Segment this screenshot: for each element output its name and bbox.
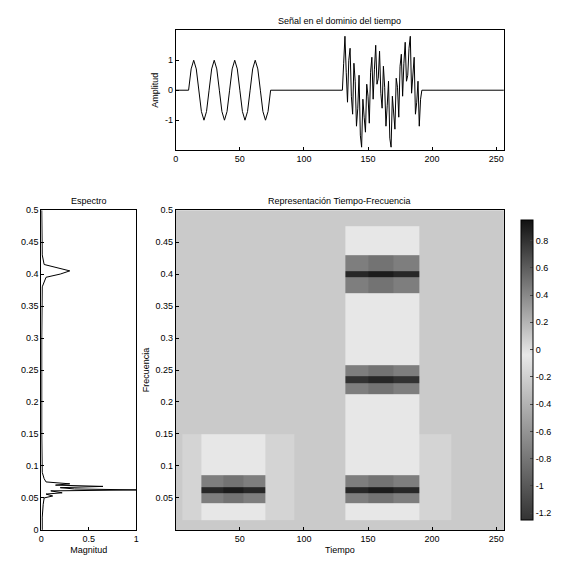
- svg-text:Representación Tiempo-Frecuenc: Representación Tiempo-Frecuencia: [268, 196, 411, 206]
- svg-text:1: 1: [168, 55, 173, 65]
- svg-text:1: 1: [134, 534, 139, 544]
- svg-text:0.4: 0.4: [26, 269, 39, 279]
- svg-text:0: 0: [39, 534, 44, 544]
- svg-text:Amplitud: Amplitud: [150, 73, 160, 108]
- svg-text:Frecuencia: Frecuencia: [141, 348, 151, 393]
- svg-text:-1: -1: [165, 115, 173, 125]
- svg-text:0.05: 0.05: [155, 493, 173, 503]
- svg-text:250: 250: [489, 154, 504, 164]
- svg-text:200: 200: [425, 154, 440, 164]
- svg-text:0.45: 0.45: [21, 237, 39, 247]
- svg-text:0.25: 0.25: [21, 365, 39, 375]
- svg-text:0.4: 0.4: [160, 269, 173, 279]
- svg-text:-0.6: -0.6: [536, 427, 552, 437]
- svg-text:-1.2: -1.2: [536, 508, 552, 518]
- svg-text:0.35: 0.35: [155, 301, 173, 311]
- svg-text:Señal en el dominio del tiempo: Señal en el dominio del tiempo: [278, 16, 401, 26]
- svg-text:0.2: 0.2: [536, 317, 549, 327]
- svg-text:-0.2: -0.2: [536, 372, 552, 382]
- svg-text:0.15: 0.15: [21, 429, 39, 439]
- svg-text:100: 100: [296, 534, 311, 544]
- svg-text:0.6: 0.6: [536, 263, 549, 273]
- svg-text:50: 50: [235, 154, 245, 164]
- svg-text:200: 200: [425, 534, 440, 544]
- svg-text:0.5: 0.5: [26, 205, 39, 215]
- svg-text:0.35: 0.35: [21, 301, 39, 311]
- svg-text:150: 150: [361, 534, 376, 544]
- svg-text:0.3: 0.3: [160, 333, 173, 343]
- svg-text:0.05: 0.05: [21, 493, 39, 503]
- svg-text:0.5: 0.5: [160, 205, 173, 215]
- svg-text:0: 0: [33, 525, 38, 535]
- svg-text:Magnitud: Magnitud: [70, 545, 107, 555]
- svg-text:0.4: 0.4: [536, 290, 549, 300]
- svg-text:0.2: 0.2: [26, 397, 39, 407]
- svg-text:0: 0: [536, 345, 541, 355]
- svg-text:0.2: 0.2: [160, 397, 173, 407]
- svg-text:0: 0: [168, 85, 173, 95]
- svg-text:-1: -1: [536, 481, 544, 491]
- svg-text:0.3: 0.3: [26, 333, 39, 343]
- svg-text:0: 0: [173, 154, 178, 164]
- svg-text:0.15: 0.15: [155, 429, 173, 439]
- svg-text:250: 250: [489, 534, 504, 544]
- svg-text:0.5: 0.5: [82, 534, 95, 544]
- svg-text:0.1: 0.1: [26, 461, 39, 471]
- svg-text:150: 150: [361, 154, 376, 164]
- svg-text:Tiempo: Tiempo: [325, 545, 355, 555]
- svg-text:Espectro: Espectro: [71, 196, 107, 206]
- svg-text:-0.4: -0.4: [536, 399, 552, 409]
- svg-text:50: 50: [235, 534, 245, 544]
- svg-text:0.25: 0.25: [155, 365, 173, 375]
- svg-text:100: 100: [296, 154, 311, 164]
- svg-text:-0.8: -0.8: [536, 454, 552, 464]
- svg-text:0.45: 0.45: [155, 237, 173, 247]
- svg-text:0.8: 0.8: [536, 236, 549, 246]
- svg-text:0.1: 0.1: [160, 461, 173, 471]
